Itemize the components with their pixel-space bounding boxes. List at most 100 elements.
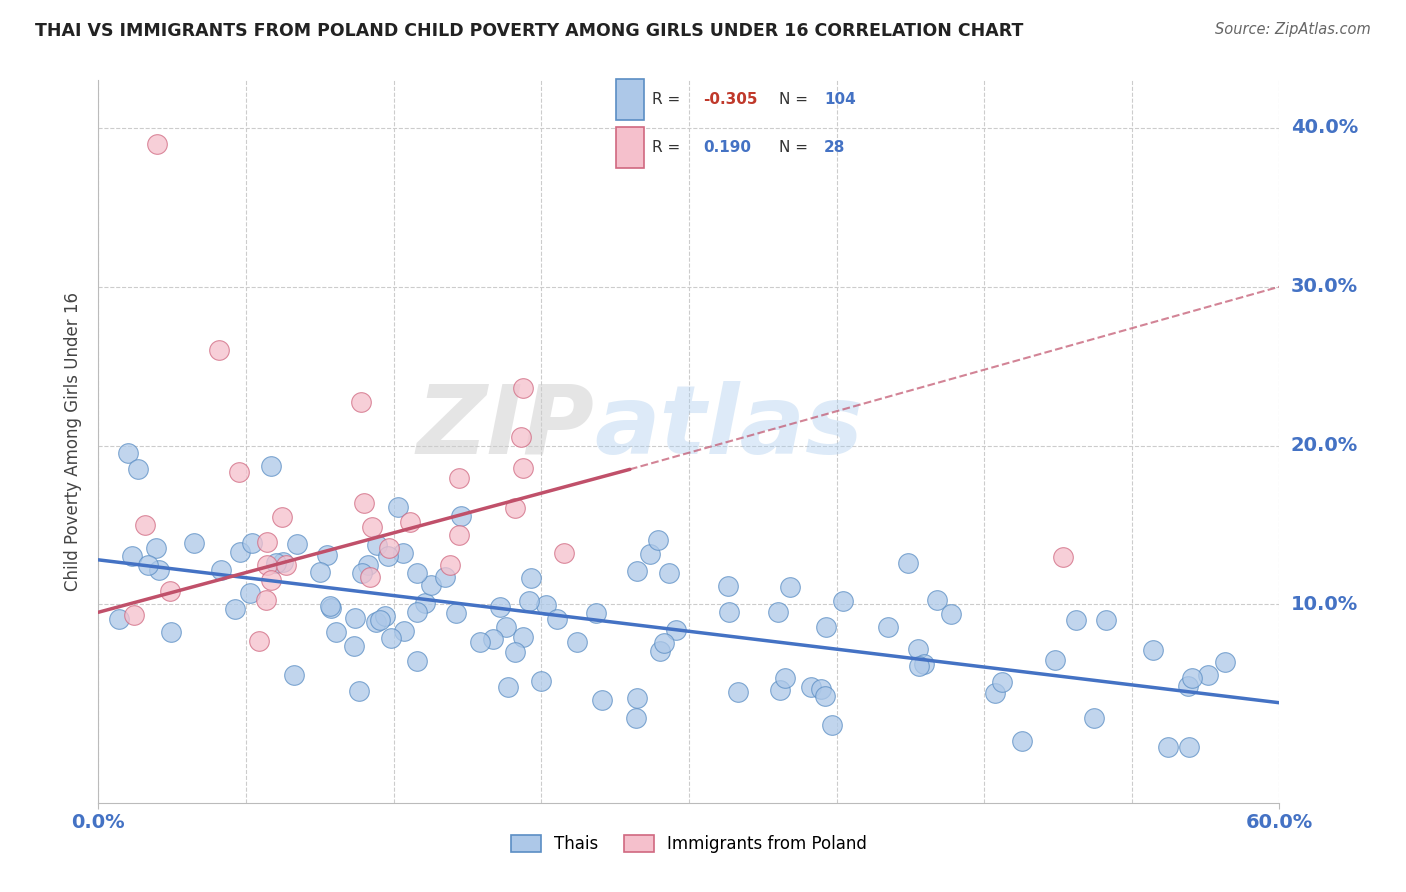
Point <box>159 584 181 599</box>
Point <box>718 605 741 619</box>
Point <box>553 546 575 560</box>
Text: 30.0%: 30.0% <box>1291 277 1358 296</box>
Point <box>517 594 540 608</box>
Point <box>122 608 145 623</box>
Point <box>727 684 749 698</box>
Point <box>319 600 342 615</box>
Point <box>449 528 471 542</box>
Point <box>1213 655 1236 669</box>
Point <box>357 558 380 572</box>
Point <box>897 556 920 570</box>
Point <box>665 624 688 638</box>
Point <box>209 563 232 577</box>
Text: Source: ZipAtlas.com: Source: ZipAtlas.com <box>1215 22 1371 37</box>
Point <box>769 682 792 697</box>
Point <box>449 470 471 484</box>
Point <box>1052 549 1074 564</box>
Point <box>228 465 250 479</box>
Text: THAI VS IMMIGRANTS FROM POLAND CHILD POVERTY AMONG GIRLS UNDER 16 CORRELATION CH: THAI VS IMMIGRANTS FROM POLAND CHILD POV… <box>35 22 1024 40</box>
Point <box>520 571 543 585</box>
Point <box>927 593 949 607</box>
Legend: Thais, Immigrants from Poland: Thais, Immigrants from Poland <box>505 828 873 860</box>
Point <box>247 634 270 648</box>
Point <box>489 600 512 615</box>
Point <box>350 566 373 580</box>
Point <box>398 516 420 530</box>
Point <box>420 578 443 592</box>
Point <box>450 509 472 524</box>
Text: R =: R = <box>652 92 681 107</box>
Point <box>512 380 534 394</box>
Point <box>638 547 661 561</box>
Point <box>406 654 429 668</box>
Bar <box>616 78 644 120</box>
Point <box>495 619 517 633</box>
Point <box>650 644 672 658</box>
Point <box>585 607 607 621</box>
Point <box>406 605 429 619</box>
Point <box>1043 653 1066 667</box>
Point <box>810 681 832 696</box>
Point <box>482 632 505 646</box>
Point <box>285 537 308 551</box>
Point <box>512 460 534 475</box>
Point <box>366 537 388 551</box>
Point <box>108 612 131 626</box>
Point <box>240 536 263 550</box>
Point <box>821 717 844 731</box>
Text: ZIP: ZIP <box>416 381 595 474</box>
Point <box>374 609 396 624</box>
Point <box>392 624 415 638</box>
Point <box>274 558 297 572</box>
Point <box>800 681 823 695</box>
Point <box>283 667 305 681</box>
Point <box>343 639 366 653</box>
Point <box>536 598 558 612</box>
Point <box>626 565 648 579</box>
Point <box>439 558 461 572</box>
Point <box>260 574 283 588</box>
Point <box>652 635 675 649</box>
Point <box>779 580 801 594</box>
Point <box>773 671 796 685</box>
Point <box>877 620 900 634</box>
Point <box>270 510 292 524</box>
Point <box>359 570 381 584</box>
Point <box>433 570 456 584</box>
Point <box>117 446 139 460</box>
Point <box>415 596 437 610</box>
Point <box>361 520 384 534</box>
Point <box>387 500 409 515</box>
Point <box>229 545 252 559</box>
Point <box>983 685 1005 699</box>
Point <box>316 548 339 562</box>
Point <box>325 625 347 640</box>
Point <box>565 634 588 648</box>
Point <box>1157 740 1180 755</box>
Point <box>343 611 366 625</box>
Point <box>377 549 399 564</box>
Point <box>378 541 401 555</box>
Point <box>159 624 181 639</box>
Point <box>1177 679 1199 693</box>
Point <box>1083 711 1105 725</box>
Text: atlas: atlas <box>595 381 863 474</box>
Point <box>127 462 149 476</box>
Point <box>256 558 278 572</box>
Point <box>138 558 160 573</box>
Point <box>145 541 167 555</box>
Y-axis label: Child Poverty Among Girls Under 16: Child Poverty Among Girls Under 16 <box>65 292 83 591</box>
Point <box>832 594 855 608</box>
Text: 20.0%: 20.0% <box>1291 436 1358 455</box>
Point <box>509 430 531 444</box>
Point <box>446 606 468 620</box>
Text: 40.0%: 40.0% <box>1291 119 1358 137</box>
Text: N =: N = <box>779 92 808 107</box>
Point <box>254 593 277 607</box>
Point <box>121 549 143 563</box>
Point <box>766 606 789 620</box>
Point <box>1011 734 1033 748</box>
Point <box>505 645 527 659</box>
Point <box>1095 613 1118 627</box>
Point <box>224 602 246 616</box>
